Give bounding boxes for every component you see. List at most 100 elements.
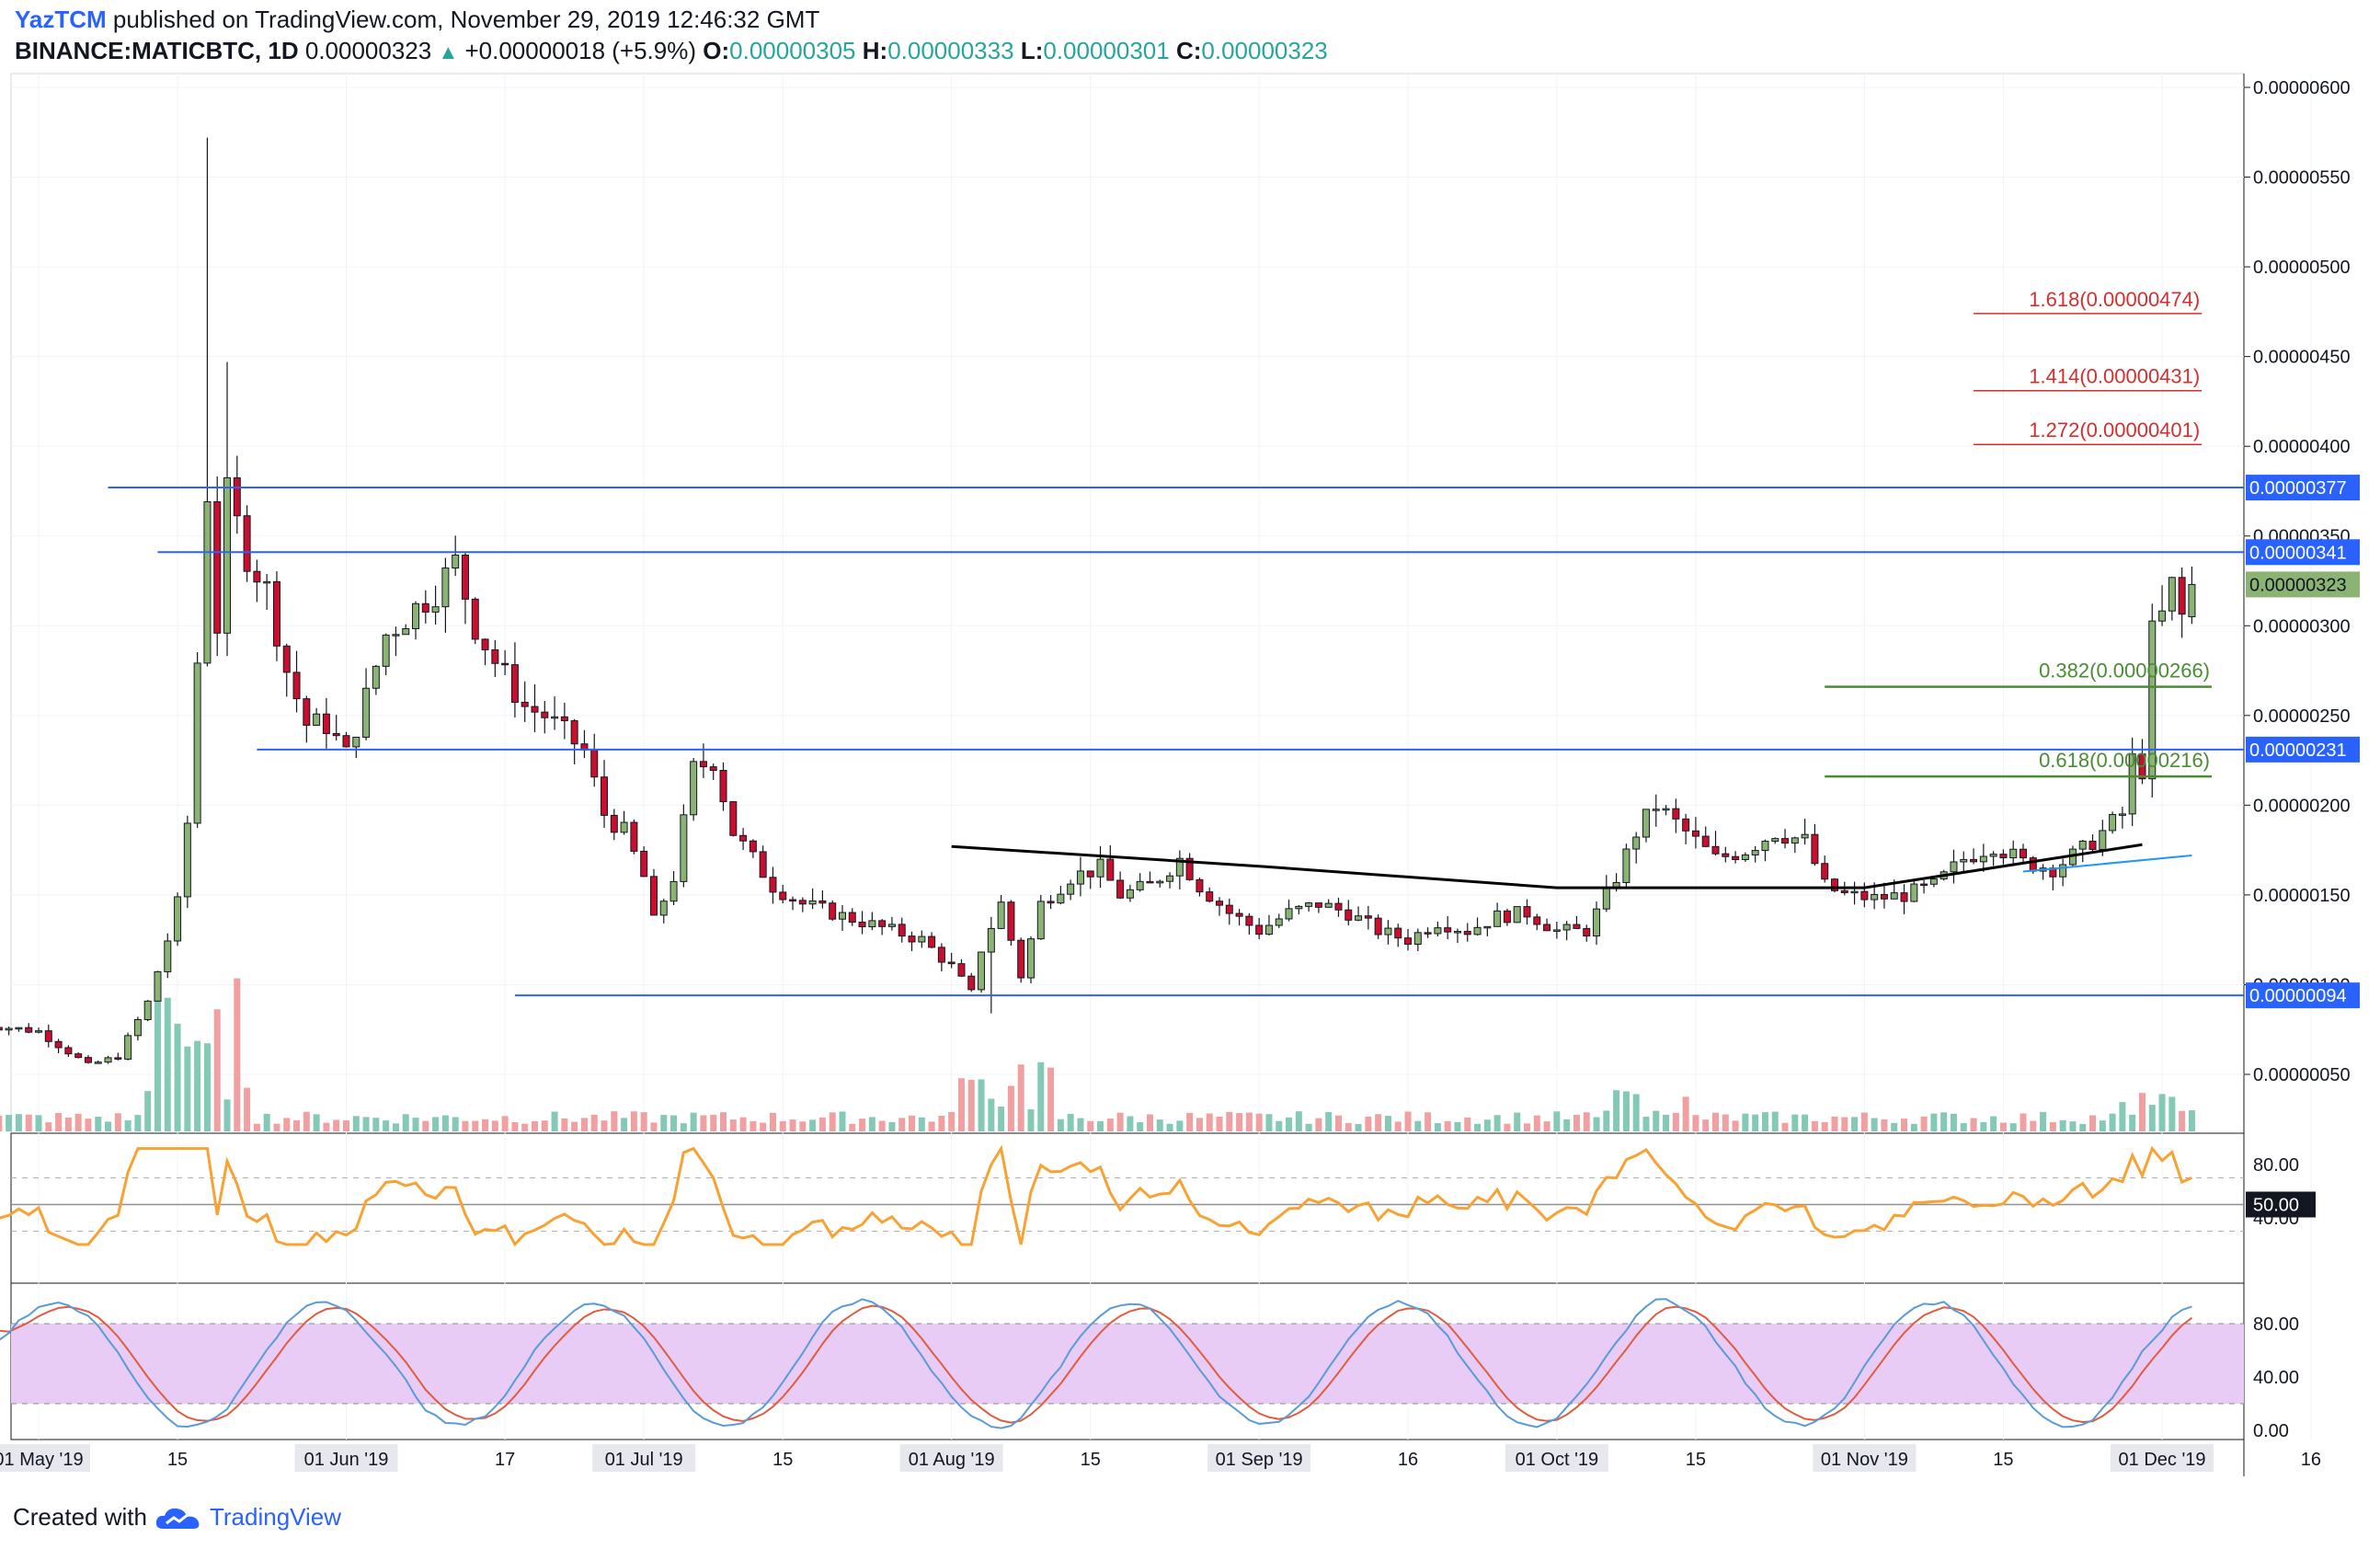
volume-bar <box>422 1120 429 1131</box>
candle-down <box>1196 878 1204 893</box>
volume-bar <box>1483 1119 1491 1131</box>
volume-bar <box>154 984 161 1131</box>
time-axis-label: 15 <box>167 1450 188 1470</box>
volume-bar <box>760 1122 767 1131</box>
volume-bar <box>1910 1123 1917 1131</box>
volume-bar <box>184 1046 191 1131</box>
volume-bar <box>482 1119 489 1131</box>
volume-bar <box>1474 1123 1482 1131</box>
candle-up <box>1096 858 1104 878</box>
level-label: 0.00000341 <box>2249 543 2347 563</box>
candle-up <box>402 627 410 636</box>
volume-bar <box>1593 1117 1600 1131</box>
volume-bar <box>2009 1123 2017 1131</box>
candle-down <box>1235 912 1243 917</box>
rsi-pane <box>10 1132 2245 1284</box>
volume-bar <box>948 1111 955 1131</box>
volume-bar <box>1841 1117 1848 1131</box>
candle-up <box>362 687 371 738</box>
candle-up <box>174 896 182 942</box>
volume-bar <box>64 1117 72 1131</box>
volume-bar <box>1901 1119 1908 1131</box>
candle-up <box>1622 848 1631 883</box>
time-axis-label: 01 May '19 <box>0 1450 84 1470</box>
fib-retracement-label: 0.618(0.00000216) <box>2039 749 2210 772</box>
fib-extension-label: 1.272(0.00000401) <box>2029 419 2200 442</box>
candle-up <box>680 814 688 882</box>
candle-up <box>1801 833 1809 839</box>
candle-down <box>54 1040 63 1049</box>
candle-up <box>1562 924 1571 931</box>
candle-up <box>15 1027 23 1030</box>
volume-bar <box>1732 1120 1739 1131</box>
volume-bar <box>55 1113 63 1131</box>
last-price-label-bg <box>2246 571 2360 598</box>
candle-up <box>164 940 172 972</box>
candle-down <box>878 920 887 927</box>
volume-bar <box>532 1121 538 1131</box>
candle-up <box>2009 848 2018 859</box>
candle-down <box>759 851 767 878</box>
candle-up <box>1741 854 1749 861</box>
candle-up <box>1067 883 1075 895</box>
candle-down <box>0 1027 3 1031</box>
volume-bar <box>1375 1114 1382 1131</box>
volume-bar <box>85 1119 92 1131</box>
candle-up <box>1751 850 1759 855</box>
candle-up <box>1513 906 1521 924</box>
volume-bar <box>1226 1111 1233 1131</box>
close-value: 0.00000323 <box>1201 37 1328 64</box>
candle-up <box>659 901 668 916</box>
volume-bar <box>2168 1096 2176 1131</box>
time-axis-label: 01 Sep '19 <box>1216 1450 1303 1470</box>
volume-bar <box>1613 1090 1620 1131</box>
candle-down <box>1255 924 1264 935</box>
volume-bar <box>174 1023 181 1131</box>
fib-retracement-label: 0.382(0.00000266) <box>2039 660 2210 683</box>
time-label-bg <box>294 1444 398 1472</box>
candle-up <box>1413 932 1422 946</box>
price-change: +0.00000018 (+5.9%) <box>464 37 697 64</box>
volume-bar <box>888 1121 896 1131</box>
volume-bar <box>392 1123 399 1131</box>
candle-down <box>739 834 748 842</box>
candle-up <box>2059 864 2067 878</box>
candle-down <box>84 1057 92 1063</box>
volume-bar <box>630 1111 637 1131</box>
volume-bar <box>2138 1093 2145 1131</box>
volume-bar <box>1930 1113 1938 1131</box>
candle-up <box>1295 905 1303 910</box>
candle-up <box>1960 858 1968 863</box>
volume-bar <box>1891 1122 1898 1131</box>
tradingview-brand[interactable]: TradingView <box>209 1503 342 1531</box>
time-axis-label: 15 <box>772 1450 793 1470</box>
candle-down <box>1573 924 1581 929</box>
level-label: 0.00000094 <box>2249 986 2347 1006</box>
candle-up <box>1473 926 1482 935</box>
volume-bar <box>1434 1123 1441 1131</box>
volume-bar <box>283 1118 291 1131</box>
candle-up <box>1910 883 1918 902</box>
volume-bar <box>1276 1120 1283 1131</box>
volume-bar <box>1236 1113 1243 1131</box>
volume-bar <box>1543 1121 1550 1131</box>
volume-bar <box>2049 1121 2056 1131</box>
volume-bar <box>1127 1116 1134 1131</box>
volume-bar <box>25 1114 32 1131</box>
candle-up <box>5 1027 13 1031</box>
volume-bar <box>2119 1102 2126 1131</box>
price-axis-label: 0.00000250 <box>2253 706 2351 727</box>
candle-down <box>1880 893 1888 900</box>
candle-up <box>1662 808 1670 811</box>
volume-bar <box>551 1111 558 1131</box>
candle-up <box>1950 861 1958 873</box>
candle-up <box>838 912 846 920</box>
candle-up <box>452 554 460 568</box>
candle-up <box>94 1061 102 1064</box>
volume-bar <box>1425 1112 1432 1131</box>
volume-bar <box>2069 1121 2077 1131</box>
volume-bar <box>928 1121 935 1131</box>
author-name[interactable]: YazTCM <box>15 6 107 33</box>
open-label: O: <box>703 37 730 64</box>
